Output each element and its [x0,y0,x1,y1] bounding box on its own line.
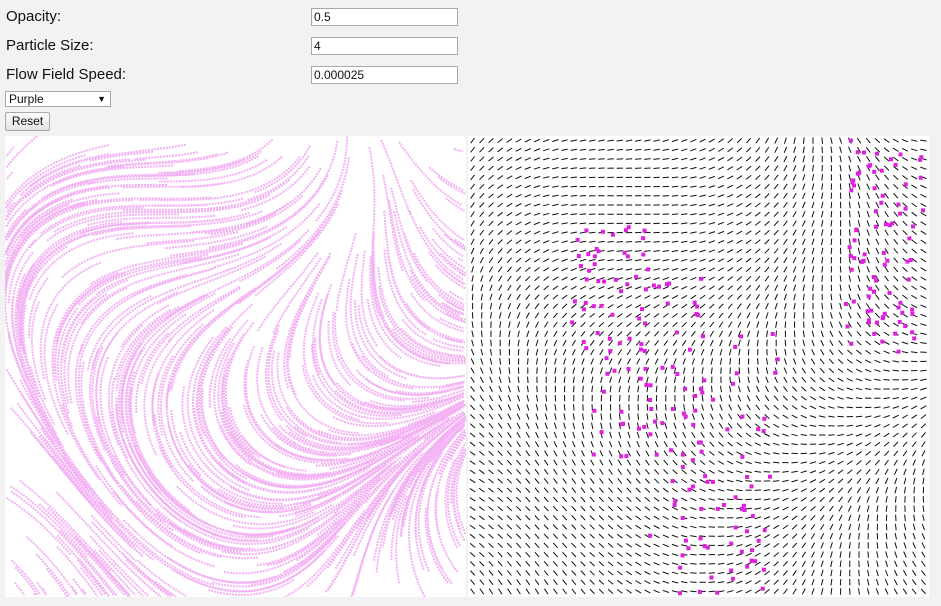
color-select[interactable]: Purple ▼ [5,91,111,107]
chevron-down-icon: ▼ [97,94,106,104]
flow-field-canvas [468,136,929,597]
particle-trails-canvas [5,136,466,597]
flow-field-speed-input[interactable]: 0.000025 [311,66,458,84]
particle-trails [5,136,466,597]
opacity-label: Opacity: [6,8,62,25]
flow-field-speed-label: Flow Field Speed: [6,66,127,83]
particle-size-input[interactable]: 4 [311,37,458,55]
particles [570,138,926,596]
opacity-input[interactable]: 0.5 [311,8,458,26]
reset-button[interactable]: Reset [5,112,50,131]
flow-field-lines [469,137,927,595]
particle-size-label: Particle Size: [6,37,94,54]
color-select-value: Purple [9,92,44,106]
